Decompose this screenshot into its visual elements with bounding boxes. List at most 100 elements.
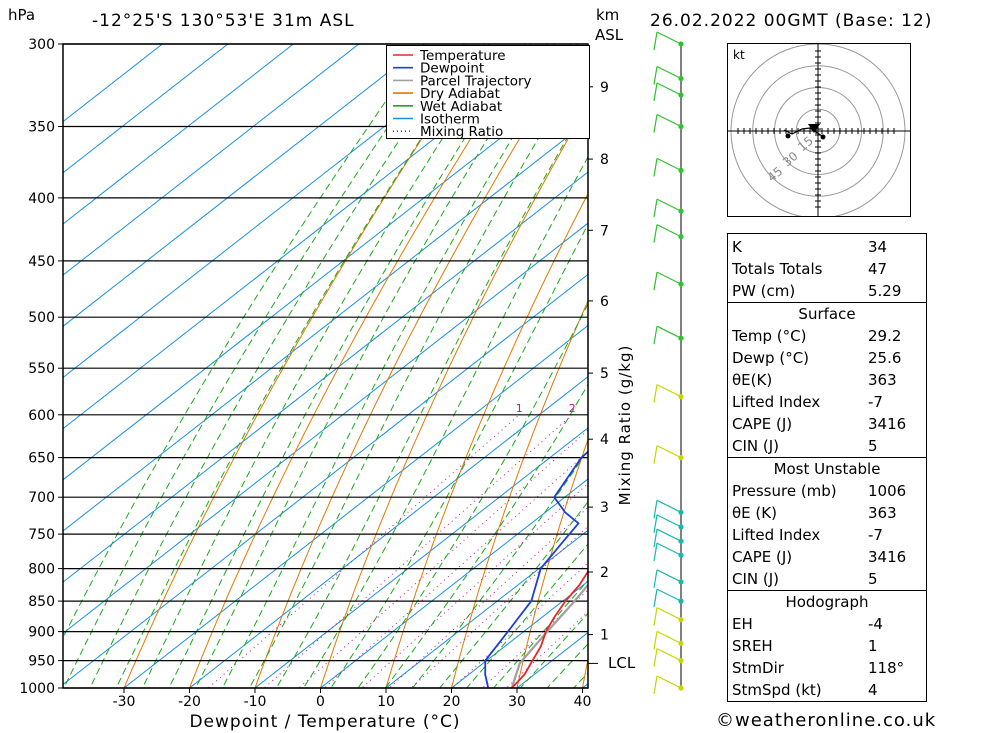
index-value: 363 [868,504,897,522]
most-unstable-row: CAPE (J) 3416 [728,546,926,568]
index-label: EH [732,615,753,633]
isotherm-line [63,44,360,276]
wind-barb [656,648,682,662]
surface-row: Temp (°C) 29.2 [728,325,926,347]
index-label: θE(K) [732,371,773,389]
hodograph-row: EH -4 [728,613,926,635]
wind-barb-feather [653,569,658,588]
copyright-text: ©weatheronline.co.uk [716,710,937,731]
index-label: StmDir [732,659,784,677]
wind-barb-feather [653,199,658,218]
basic-index-row: PW (cm) 5.29 [728,280,926,302]
wind-barb [656,588,682,602]
isotherm-line [63,44,229,174]
index-label: θE (K) [732,504,777,522]
index-label: Lifted Index [732,526,821,544]
index-label: Dewp (°C) [732,349,810,367]
km-unit-label: km [596,6,620,24]
legend: Temperature Dewpoint Parcel Trajectory Dry … [386,45,590,139]
wind-barb [656,445,682,459]
wind-barb-feather [653,445,658,464]
isotherm-line [63,44,295,225]
index-value: 363 [868,371,897,389]
wind-barb-feather [653,529,658,548]
km-tick-label: 5 [600,366,609,382]
index-label: PW (cm) [732,282,796,300]
storm-motion-marker [808,124,820,133]
hodograph-trace [783,127,823,137]
mixing-ratio-line [263,414,573,688]
surface-row: Lifted Index -7 [728,391,926,413]
hodograph-table: Hodograph EH -4 SREH 1 StmDir 118° StmSpd (kt) 4 [727,591,927,702]
km-tick-label: 9 [600,80,609,96]
hodograph-ring-label: 30 [780,149,801,170]
index-value: -4 [868,615,883,633]
legend-label: Wet Adiabat [420,99,502,115]
index-value: 3416 [868,415,907,433]
km-tick-label: 8 [600,152,609,168]
wet-adiabat-line [248,55,588,688]
surface-table: Surface Temp (°C) 29.2 Dewp (°C) 25.6 θE(K) 36… [727,303,927,458]
wind-barb-feather [653,82,658,102]
index-value: 5.29 [868,282,902,300]
datetime-title: 26.02.2022 00GMT (Base: 12) [650,11,933,31]
wet-adiabat-line [63,44,446,688]
wind-barb-feather [653,272,658,291]
x-axis-label: Dewpoint / Temperature (°C) [189,712,460,732]
isotherm-line [63,222,588,634]
isotherm-line [63,273,588,686]
index-label: Temp (°C) [732,327,807,345]
dry-adiabat-line [188,44,532,688]
most-unstable-table: Most Unstable Pressure (mb) 1006 θE (K) 363 L… [727,458,927,591]
wind-barb-feather [653,675,658,695]
parcel-trajectory-line [510,583,588,688]
lcl-label: LCL [608,654,636,672]
index-value: 4 [868,681,878,699]
isotherm-line [123,324,588,688]
legend-label: Dry Adiabat [420,86,500,102]
wind-barb [656,82,682,96]
index-value: 1 [868,637,878,655]
legend-label: Parcel Trajectory [420,73,532,89]
km-tick-label: 4 [600,432,609,448]
surface-row: CIN (J) 5 [728,435,926,457]
pressure-tick-label: 1000 [19,681,55,697]
wet-adiabat-line [141,44,505,688]
wet-adiabat-line [195,44,548,688]
dewpoint-profile-line [484,450,588,688]
pressure-tick-label: 450 [28,254,55,270]
surface-row: θE(K) 363 [728,369,926,391]
pressure-tick-label: 650 [28,451,55,467]
most-unstable-row: θE (K) 363 [728,502,926,524]
isotherm-line [63,171,588,583]
index-label: CAPE (J) [732,415,793,433]
mixing-ratio-label: 3 [602,402,609,415]
wind-barb [656,65,682,80]
index-value: 5 [868,437,878,455]
index-value: 25.6 [868,349,902,367]
wind-barb [656,384,682,398]
location-title: -12°25'S 130°53'E 31m ASL [92,11,355,31]
isotherm-line [319,478,588,688]
temperature-tick-label: -10 [244,694,267,710]
most-unstable-title: Most Unstable [773,460,881,478]
wet-adiabat-line [466,543,588,688]
wet-adiabat-line [384,383,588,688]
index-value: 47 [868,260,888,278]
surface-row: Dewp (°C) 25.6 [728,347,926,369]
asl-unit-label: ASL [595,26,624,44]
index-label: CIN (J) [732,437,780,455]
mixing-ratio-axis-label: Mixing Ratio (g/kg) [616,345,634,506]
wet-adiabat-line [357,303,588,688]
wind-barb [656,528,682,542]
hodograph-point [820,134,826,140]
wind-barb [656,675,682,689]
wind-barb-feather [653,543,658,562]
temperature-profile-line [511,569,588,688]
index-label: CAPE (J) [732,548,793,566]
pressure-tick-label: 750 [28,527,55,543]
index-label: K [732,238,742,256]
wind-barb [656,542,682,556]
pressure-tick-label: 550 [28,361,55,377]
wind-barb [656,31,682,45]
